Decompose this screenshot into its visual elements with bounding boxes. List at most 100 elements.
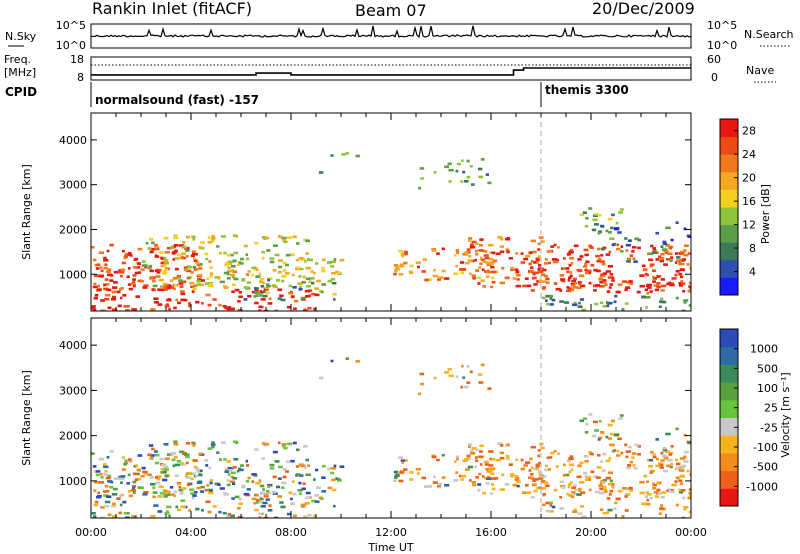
velocity-cell	[570, 468, 574, 472]
power-cell	[291, 295, 295, 298]
power-cell	[687, 289, 691, 293]
velocity-cell	[479, 450, 483, 453]
velocity-cell	[538, 486, 542, 489]
velocity-cell	[418, 392, 421, 396]
velocity-cell	[421, 476, 427, 480]
power-cell	[569, 271, 573, 274]
power-cell	[506, 237, 510, 240]
velocity-cell	[512, 483, 517, 487]
velocity-cell	[188, 509, 191, 512]
velocity-cell	[181, 487, 187, 490]
power-cell	[462, 170, 466, 174]
power-cell	[262, 281, 265, 285]
velocity-cell	[559, 480, 565, 484]
velocity-cell	[159, 457, 164, 461]
power-cell	[231, 290, 235, 293]
power-cell	[683, 253, 689, 257]
power-cell	[549, 294, 553, 298]
velocity-cell	[314, 494, 319, 497]
velocity-cell	[200, 485, 205, 489]
power-cell	[276, 279, 281, 282]
velocity-cell	[596, 476, 601, 479]
power-cell	[593, 214, 598, 218]
velocity-cell	[201, 509, 204, 512]
velocity-cell	[523, 464, 528, 467]
power-cell	[126, 275, 130, 279]
velocity-cell	[444, 371, 449, 374]
velocity-cell	[568, 463, 575, 466]
velocity-cell	[644, 495, 648, 498]
power-cell	[191, 250, 196, 253]
power-cell	[184, 268, 189, 271]
velocity-cell	[634, 443, 640, 447]
velocity-cell	[282, 468, 287, 471]
power-cell	[609, 283, 614, 286]
power-cell	[97, 288, 102, 291]
power-cell	[109, 243, 114, 247]
power-cell	[636, 290, 641, 294]
power-cell	[447, 162, 452, 166]
velocity-cell	[646, 480, 649, 483]
power-cell	[320, 290, 324, 294]
velocity-cell	[185, 455, 190, 459]
power-cell	[167, 298, 171, 301]
velocity-cell	[291, 502, 295, 505]
velocity-cell	[682, 496, 686, 500]
velocity-cell	[204, 488, 209, 492]
velocity-cell	[409, 478, 414, 481]
power-cell	[601, 281, 607, 284]
velocity-cell	[599, 508, 604, 511]
power-cell	[605, 229, 609, 233]
power-cell	[399, 264, 405, 268]
power-cell	[689, 288, 691, 291]
velocity-cell	[99, 473, 103, 476]
power-cell	[480, 158, 485, 161]
power-cell	[200, 241, 205, 244]
power-cell	[345, 152, 349, 155]
power-cell	[112, 308, 118, 311]
power-cell	[591, 228, 597, 232]
velocity-cell	[505, 454, 510, 458]
velocity-cell	[482, 491, 487, 495]
velocity-cell	[577, 464, 582, 468]
power-cell	[109, 279, 114, 282]
velocity-cell	[674, 458, 678, 462]
velocity-cell	[491, 487, 496, 491]
ytick-label: 3000	[59, 179, 87, 192]
velocity-cell	[679, 457, 686, 460]
power-cell	[505, 276, 509, 280]
velocity-cell	[154, 450, 158, 453]
velocity-cell	[128, 458, 132, 461]
power-cell	[262, 294, 268, 298]
power-cell	[480, 258, 486, 261]
power-cell	[305, 239, 310, 243]
velocity-cell	[132, 472, 138, 476]
power-cell	[185, 235, 191, 239]
velocity-cell	[262, 488, 265, 491]
power-cell	[224, 306, 230, 310]
velocity-cell	[258, 516, 262, 518]
power-cell	[127, 283, 132, 286]
colorbar-tick-label: 100	[757, 382, 778, 395]
power-cell	[277, 270, 282, 274]
power-cell	[174, 257, 181, 260]
velocity-cell	[548, 510, 554, 513]
power-cell	[311, 292, 316, 296]
power-cell	[246, 257, 250, 261]
velocity-cell	[578, 481, 585, 484]
power-cell	[652, 247, 656, 250]
power-cell	[279, 235, 283, 239]
colorbar-swatch	[720, 382, 738, 401]
power-cell	[163, 288, 168, 291]
velocity-cell	[297, 489, 303, 492]
velocity-cell	[152, 486, 156, 490]
velocity-cell	[155, 481, 161, 485]
velocity-cell	[472, 483, 477, 487]
power-cell	[232, 234, 238, 237]
power-cell	[200, 279, 205, 282]
velocity-cell	[609, 489, 614, 493]
colorbar-tick-label: 20	[742, 172, 756, 185]
velocity-cell	[232, 440, 238, 444]
velocity-cell	[271, 490, 277, 494]
power-cell	[123, 256, 127, 260]
